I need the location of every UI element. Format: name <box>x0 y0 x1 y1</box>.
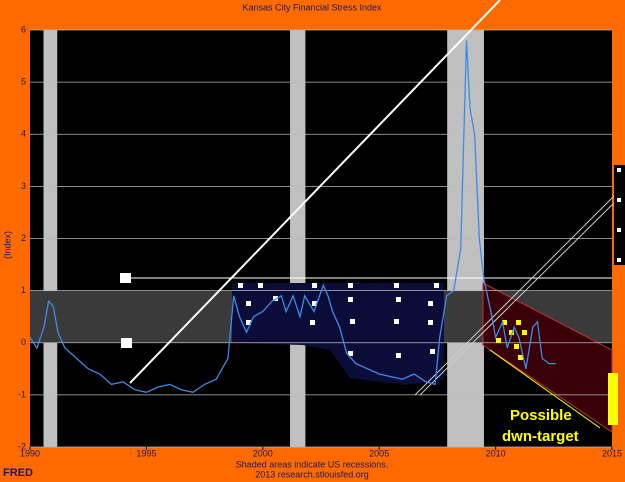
side-markers <box>617 168 621 262</box>
y-tick-label: -2 <box>18 441 26 451</box>
x-tick-label: 2015 <box>602 448 622 458</box>
trend-line <box>129 0 501 384</box>
y-tick-label: 4 <box>21 129 26 139</box>
annotation: Possible <box>510 407 572 424</box>
side-strip <box>614 165 625 265</box>
series-line <box>29 40 557 393</box>
y-tick-label: 1 <box>21 285 26 295</box>
x-tick-label: 2010 <box>486 448 506 458</box>
target-box <box>608 373 618 425</box>
note: Shaded areas indicate US recessions. <box>236 459 389 469</box>
y-tick-label: 2 <box>21 233 26 243</box>
x-tick-label: 2005 <box>369 448 389 458</box>
x-tick-label: 1990 <box>20 448 40 458</box>
annotation: dwn-target <box>502 428 579 445</box>
y-tick-label: 3 <box>21 181 26 191</box>
x-tick-label: 1995 <box>136 448 156 458</box>
target-markers <box>496 320 527 360</box>
y-tick-label: 5 <box>21 77 26 87</box>
y-tick-label: -1 <box>18 389 26 399</box>
y-tick-label: 0 <box>21 337 26 347</box>
trend-line <box>419 191 625 396</box>
y-tick-label: 6 <box>21 24 26 34</box>
trend-line <box>414 184 625 396</box>
marker <box>120 273 131 283</box>
y-axis-label: (Index) <box>2 231 12 259</box>
x-tick-label: 2000 <box>253 448 273 458</box>
note: 2013 research.stlouisfed.org <box>255 469 369 479</box>
chart-title: Kansas City Financial Stress Index <box>242 2 382 12</box>
logo: FRED <box>3 467 33 479</box>
marker <box>121 338 132 348</box>
grid <box>30 29 612 448</box>
target-line <box>489 349 601 429</box>
